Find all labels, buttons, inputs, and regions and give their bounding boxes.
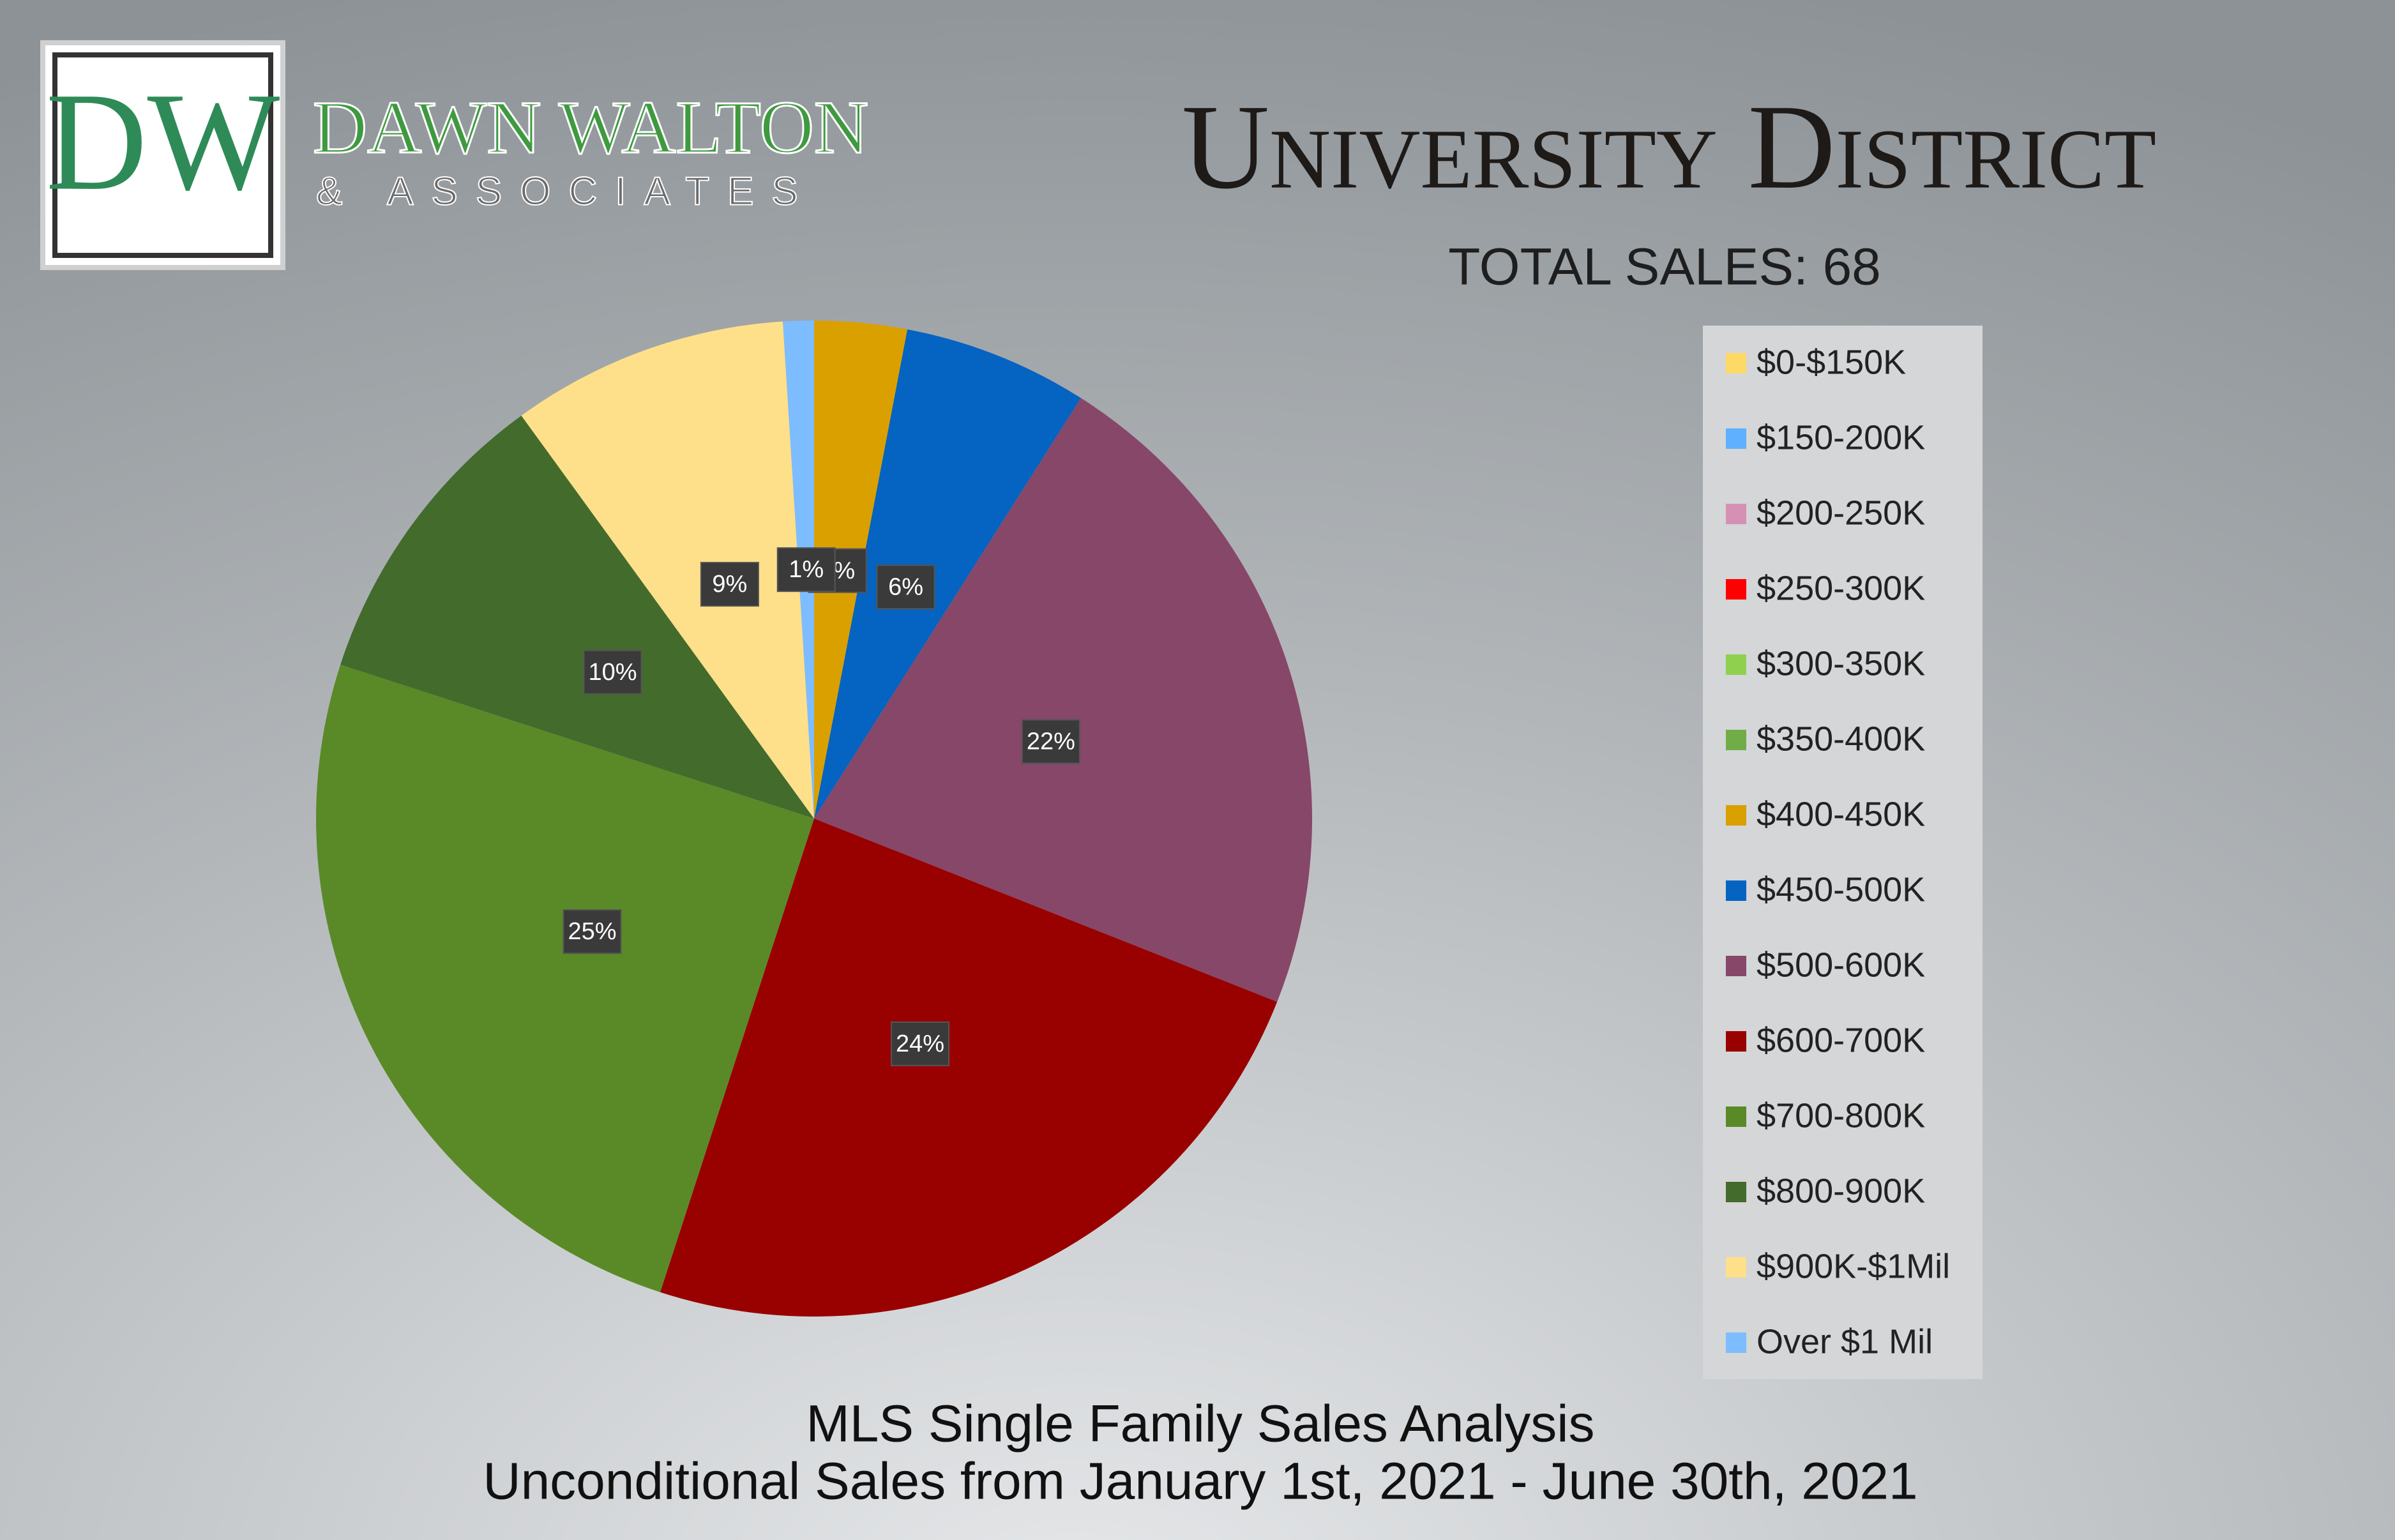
legend-swatch [1726,579,1746,600]
data-label-box [700,562,759,607]
legend-swatch [1726,1031,1746,1052]
data-labels: 3%6%22%24%25%10%9%1% [563,547,1080,1066]
data-label: 24% [896,1030,944,1057]
legend-label: $200-250K [1757,494,1925,532]
data-label-box [583,649,642,695]
legend-label: $900K-$1Mil [1757,1247,1950,1285]
pie-slice [814,329,1081,819]
pie-slice [814,398,1312,1002]
data-label: 9% [712,571,747,598]
legend-swatch [1726,805,1746,826]
legend-swatch [1726,1182,1746,1202]
data-label: 10% [588,659,637,686]
legend-label: $150-200K [1757,418,1925,457]
legend-label: $350-400K [1757,720,1925,758]
legend-label: $800-900K [1757,1172,1925,1210]
pie-slice [660,819,1278,1317]
legend-label: $400-450K [1757,795,1925,833]
data-label-box [776,547,836,593]
logo: DW DAWN WALTON & ASSOCIATES [40,40,870,270]
data-label: 22% [1027,728,1075,755]
data-label-box [891,1021,950,1066]
logo-inner-frame [52,52,273,258]
legend-label: $250-300K [1757,569,1925,607]
legend-swatch [1726,654,1746,675]
logo-initials: DW [46,63,280,219]
legend-box [1703,326,1983,1379]
data-label: 1% [789,556,824,583]
legend-label: $450-500K [1757,870,1925,909]
legend: $0-$150K $150-200K $200-250K $250-300K $300-… [1726,343,1950,1361]
chart-title: University District [1182,80,2156,215]
pie-slice [340,415,814,819]
legend-swatch [1726,1106,1746,1127]
legend-label: $600-700K [1757,1021,1925,1059]
legend-swatch [1726,428,1746,449]
pie-slice [521,321,814,819]
footer-line: MLS Single Family Sales Analysis [806,1395,1594,1453]
logo-name: DAWN WALTON [313,86,868,169]
legend-swatch [1726,353,1746,374]
data-label: 25% [568,918,616,945]
legend-swatch [1726,1332,1746,1353]
legend-swatch [1726,1257,1746,1278]
legend-swatch [1726,880,1746,901]
legend-label: $700-800K [1757,1096,1925,1135]
legend-label: Over $1 Mil [1757,1322,1933,1361]
data-label-box [563,909,622,955]
logo-tagline: & ASSOCIATES [316,169,816,213]
legend-label: $0-$150K [1757,343,1906,381]
footer-line: Unconditional Sales from January 1st, 20… [483,1453,1917,1511]
legend-swatch [1726,730,1746,750]
chart-subtitle: TOTAL SALES: 68 [1448,238,1881,296]
legend-swatch [1726,956,1746,976]
legend-label: $300-350K [1757,644,1925,683]
data-label-box [1021,719,1080,764]
pie-slice [316,664,814,1292]
logo-frame [40,40,285,270]
data-label: 6% [888,573,923,600]
legend-swatch [1726,504,1746,524]
pie [316,321,1312,1317]
legend-label: $500-600K [1757,946,1925,984]
data-label-box [876,564,935,610]
